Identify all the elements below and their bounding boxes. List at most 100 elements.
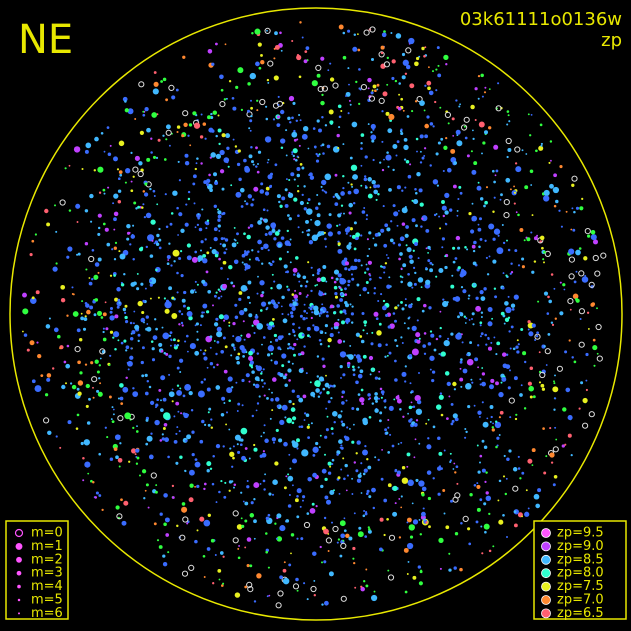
star (23, 333, 28, 337)
star (489, 405, 494, 409)
star (225, 411, 229, 414)
star (197, 390, 205, 398)
star (262, 208, 266, 212)
star (299, 314, 303, 318)
star (484, 200, 488, 205)
star (415, 332, 421, 338)
star (572, 293, 579, 300)
star (360, 234, 363, 237)
star (395, 154, 398, 157)
star (404, 233, 409, 238)
star (171, 388, 174, 391)
star (492, 237, 496, 241)
star (319, 545, 322, 549)
star (383, 158, 385, 161)
star (155, 242, 160, 247)
star (173, 415, 176, 418)
star (431, 263, 434, 266)
star (133, 310, 136, 313)
star (176, 291, 179, 294)
star (280, 146, 284, 150)
star (268, 261, 271, 265)
star (324, 382, 330, 388)
star (241, 253, 246, 258)
star (131, 448, 137, 454)
star (517, 467, 521, 470)
star (283, 264, 288, 269)
star (44, 393, 49, 397)
star (437, 64, 440, 67)
star (259, 482, 262, 485)
star (457, 266, 461, 270)
star (109, 354, 112, 357)
star (346, 426, 349, 429)
star (109, 330, 114, 334)
star (340, 542, 347, 550)
star (483, 130, 489, 135)
star (367, 123, 370, 126)
star (519, 228, 524, 232)
star (273, 333, 278, 338)
star (196, 529, 199, 532)
star (198, 259, 201, 263)
star (236, 242, 239, 244)
star (485, 186, 489, 189)
star (248, 154, 253, 159)
star (248, 313, 253, 318)
star (510, 262, 513, 265)
star (341, 390, 346, 394)
star (104, 227, 109, 232)
star (284, 203, 289, 208)
star (274, 44, 280, 50)
star (222, 243, 227, 248)
star (445, 223, 448, 226)
star (302, 275, 307, 280)
star (532, 395, 536, 399)
star (186, 243, 191, 248)
star (184, 160, 190, 166)
star (239, 344, 245, 351)
star (276, 513, 282, 519)
star (531, 448, 536, 453)
star (143, 192, 149, 197)
star (512, 467, 518, 472)
star (384, 355, 387, 358)
star (233, 348, 236, 351)
star (329, 120, 334, 125)
star (162, 134, 165, 137)
star (265, 516, 270, 521)
star (442, 300, 449, 308)
star (266, 396, 269, 400)
star (400, 267, 403, 270)
star (73, 146, 81, 153)
star (400, 441, 403, 444)
star (348, 211, 352, 215)
star (249, 360, 254, 365)
star (207, 423, 211, 427)
star (218, 229, 221, 232)
star (398, 93, 401, 96)
star (249, 224, 254, 228)
star (456, 482, 459, 485)
star (218, 142, 221, 146)
star (432, 477, 435, 480)
star (529, 395, 533, 399)
star (330, 327, 333, 330)
star (377, 343, 382, 348)
star (357, 48, 361, 52)
star (265, 117, 269, 121)
star (332, 525, 339, 533)
star (446, 417, 449, 420)
star (292, 416, 297, 421)
star (310, 391, 316, 397)
star (359, 294, 362, 297)
star (402, 59, 409, 66)
star (452, 260, 456, 264)
star (199, 439, 204, 444)
star (590, 230, 596, 235)
star (450, 148, 456, 154)
star (583, 256, 588, 261)
star (378, 377, 381, 380)
star (97, 232, 101, 236)
star (217, 210, 222, 215)
